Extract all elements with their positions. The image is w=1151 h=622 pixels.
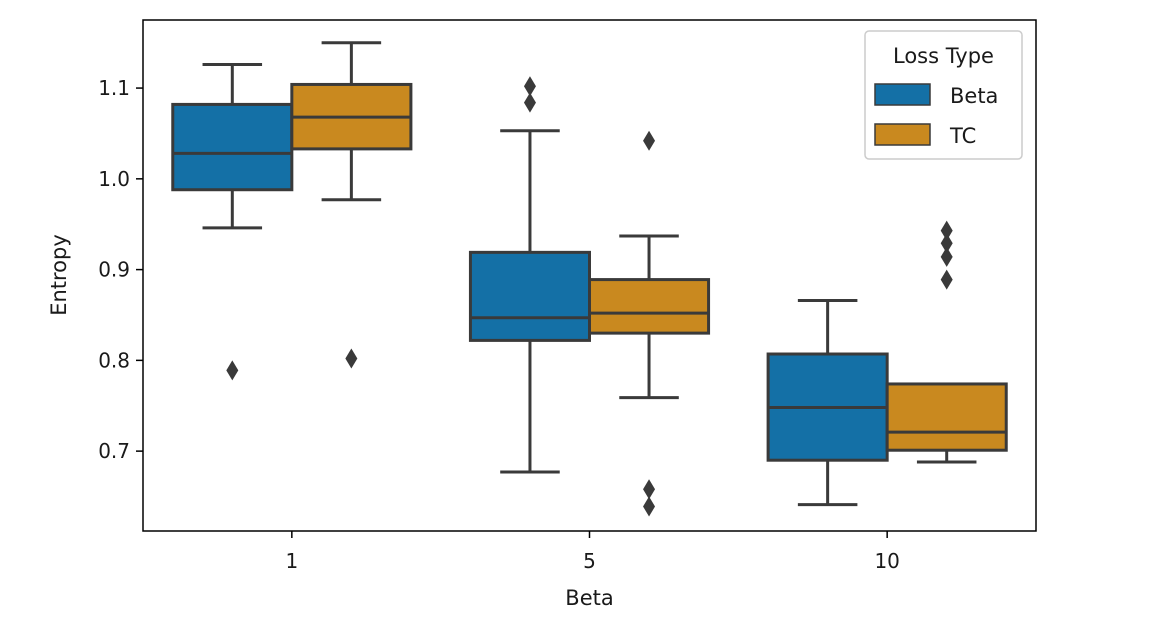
outlier-beta-5-0 [523, 92, 536, 113]
legend-title: Loss Type [893, 44, 994, 68]
x-tick-label-10: 10 [874, 549, 899, 573]
legend-swatch-tc [874, 123, 931, 146]
outlier-beta-5-1 [523, 76, 536, 97]
box-beta-5 [468, 250, 591, 342]
y-tick-label-0.8: 0.8 [98, 348, 130, 372]
outlier-tc-10-1 [940, 233, 953, 254]
box-tc-5 [588, 278, 711, 335]
outlier-tc-10-2 [940, 246, 953, 267]
x-tick-label-1: 1 [285, 549, 298, 573]
y-tick-label-0.9: 0.9 [98, 258, 130, 282]
x-tick-label-5: 5 [583, 549, 596, 573]
plot-marks [171, 41, 1008, 517]
box-beta-1 [171, 102, 294, 192]
box-tc-10 [885, 382, 1008, 452]
x-axis-label: Beta [565, 586, 613, 610]
axes: 0.7 0.8 0.9 1.0 1.1 1 5 10 [98, 76, 900, 573]
legend-swatch-beta [874, 83, 931, 106]
outlier-beta-1-0 [226, 360, 239, 381]
outlier-tc-5-2 [643, 496, 656, 517]
outlier-tc-1-0 [345, 348, 358, 369]
legend: Loss Type Beta TC [864, 30, 1023, 160]
y-tick-label-1.1: 1.1 [98, 76, 130, 100]
outlier-tc-10-3 [940, 269, 953, 290]
y-axis-label: Entropy [47, 234, 71, 316]
legend-label-beta: Beta [950, 84, 998, 108]
y-tick-label-0.7: 0.7 [98, 439, 130, 463]
outlier-tc-5-1 [643, 479, 656, 500]
outlier-tc-5-0 [643, 130, 656, 151]
y-tick-label-1.0: 1.0 [98, 167, 130, 191]
outlier-tc-10-0 [940, 220, 953, 241]
legend-label-tc: TC [949, 124, 976, 148]
